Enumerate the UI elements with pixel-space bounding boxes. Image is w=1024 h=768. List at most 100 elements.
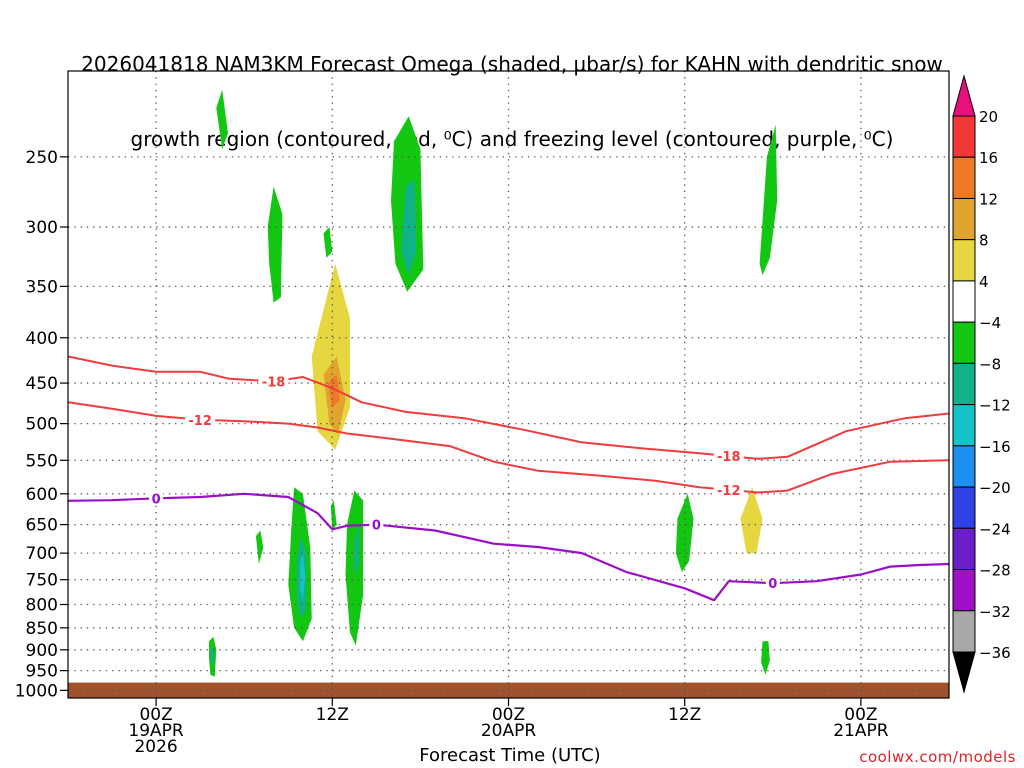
colorbar-label-11: −28 bbox=[979, 562, 1011, 580]
x-tick-label-6-1: 00Z bbox=[139, 705, 172, 725]
colorbar-label-10: −24 bbox=[979, 520, 1011, 538]
contour-label-bg-dgz_minus18-0 bbox=[258, 374, 289, 389]
contour-label-dgz_minus12-0: -12 bbox=[188, 414, 212, 429]
y-tick-label-750: 750 bbox=[26, 571, 58, 591]
site-credit[interactable]: coolwx.com/models bbox=[859, 748, 1016, 766]
contour-label-dgz_minus18-0: -18 bbox=[262, 375, 286, 390]
y-tick-label-400: 400 bbox=[26, 329, 58, 349]
colorbar-band-7 bbox=[952, 404, 976, 447]
omega-region-10 bbox=[833, 214, 910, 475]
chart-title: 2026041818 NAM3KM Forecast Omega (shaded… bbox=[0, 2, 1024, 177]
contour-label-bg-dgz_minus12-0 bbox=[185, 412, 216, 427]
omega-region-17 bbox=[640, 641, 662, 677]
colorbar-label-6: −8 bbox=[979, 355, 1001, 373]
omega-region-3 bbox=[327, 374, 340, 408]
omega-region-24 bbox=[323, 227, 333, 258]
omega-region-34 bbox=[675, 493, 694, 572]
colorbar-band-9 bbox=[952, 486, 976, 529]
y-tick-label-700: 700 bbox=[26, 544, 58, 564]
colorbar-label-5: −4 bbox=[979, 314, 1001, 332]
surface-ground bbox=[68, 682, 949, 698]
y-tick-label-850: 850 bbox=[26, 619, 58, 639]
colorbar-label-9: −20 bbox=[979, 479, 1011, 497]
omega-region-5 bbox=[432, 378, 532, 559]
colorbar-band-6 bbox=[952, 362, 976, 406]
omega-region-16 bbox=[276, 569, 293, 605]
x-tick-label-30-2: 20APR bbox=[481, 721, 537, 741]
y-tick-label-500: 500 bbox=[26, 415, 58, 435]
y-tick-label-250: 250 bbox=[26, 148, 58, 168]
x-tick-label-42-1: 12Z bbox=[668, 705, 701, 725]
omega-region-11 bbox=[191, 574, 212, 655]
y-tick-label-300: 300 bbox=[26, 218, 58, 238]
omega-region-23 bbox=[216, 89, 228, 150]
colorbar-label-12: −32 bbox=[979, 603, 1011, 621]
y-tick-label-1000: 1000 bbox=[15, 681, 58, 701]
x-tick-label-6-2: 19APR bbox=[128, 721, 184, 741]
omega-region-7 bbox=[743, 245, 778, 513]
contour-label-bg-freezing_level_0C-2 bbox=[765, 576, 780, 591]
contour-dgz_minus18 bbox=[68, 355, 949, 460]
omega-region-14 bbox=[351, 631, 367, 661]
colorbar-label-1: 16 bbox=[979, 149, 998, 167]
omega-region-12 bbox=[223, 632, 234, 657]
colorbar-label-4: 4 bbox=[979, 273, 989, 291]
colorbar-label-0: 20 bbox=[979, 108, 998, 126]
colorbar-label-3: 8 bbox=[979, 232, 989, 250]
colorbar-label-7: −12 bbox=[979, 397, 1011, 415]
title-line-2: growth region (contoured, red, ⁰C) and f… bbox=[130, 127, 894, 151]
y-tick-label-950: 950 bbox=[26, 662, 58, 682]
contour-label-freezing_level_0C-1: 0 bbox=[372, 519, 381, 534]
y-axis-ticks: 2503003504004505005506006507007508008509… bbox=[15, 148, 68, 701]
omega-region-22 bbox=[267, 186, 283, 303]
y-tick-label-450: 450 bbox=[26, 374, 58, 394]
y-tick-label-900: 900 bbox=[26, 641, 58, 661]
contour-label-bg-dgz_minus18-1 bbox=[713, 449, 744, 464]
colorbar: 20 16 12 8 4 −4 −8 −12 −16 −20 −24 −28 −32 −36 bbox=[952, 74, 1011, 694]
colorbar-band-10 bbox=[952, 527, 976, 571]
contour-label-freezing_level_0C-2: 0 bbox=[768, 577, 777, 592]
x-tick-label-54-1: 00Z bbox=[844, 705, 877, 725]
omega-region-9 bbox=[740, 487, 763, 554]
omega-region-36 bbox=[761, 641, 770, 675]
y-tick-label-650: 650 bbox=[26, 516, 58, 536]
colorbar-label-8: −16 bbox=[979, 438, 1011, 456]
colorbar-band-11 bbox=[952, 569, 976, 612]
omega-region-15 bbox=[395, 553, 412, 600]
omega-region-4 bbox=[457, 137, 499, 270]
colorbar-band-0 bbox=[952, 115, 976, 158]
colorbar-band-5 bbox=[952, 321, 976, 364]
omega-region-8 bbox=[711, 493, 770, 605]
omega-shading bbox=[191, 89, 910, 677]
contour-label-dgz_minus12-1: -12 bbox=[717, 484, 741, 499]
contour-freezing_level_0C bbox=[68, 492, 949, 602]
omega-region-29 bbox=[354, 524, 359, 575]
contour-label-bg-freezing_level_0C-0 bbox=[149, 491, 164, 506]
x-tick-label-6-3: 2026 bbox=[134, 737, 177, 757]
y-tick-label-800: 800 bbox=[26, 596, 58, 616]
contour-label-bg-freezing_level_0C-1 bbox=[369, 517, 384, 532]
omega-region-19 bbox=[893, 630, 907, 667]
x-axis-label: Forecast Time (UTC) bbox=[419, 745, 601, 766]
colorbar-top-arrow bbox=[952, 74, 976, 117]
colorbar-bottom-arrow bbox=[952, 651, 976, 694]
contour-label-freezing_level_0C-0: 0 bbox=[152, 492, 161, 507]
colorbar-band-1 bbox=[952, 156, 976, 199]
title-line-1: 2026041818 NAM3KM Forecast Omega (shaded… bbox=[81, 52, 943, 76]
contour-label-bg-dgz_minus12-1 bbox=[713, 482, 744, 497]
x-tick-label-30-1: 00Z bbox=[492, 705, 525, 725]
y-tick-label-600: 600 bbox=[26, 485, 58, 505]
y-tick-label-550: 550 bbox=[26, 451, 58, 471]
omega-region-33 bbox=[330, 500, 337, 531]
omega-region-35 bbox=[759, 124, 778, 276]
y-tick-label-350: 350 bbox=[26, 277, 58, 297]
colorbar-band-8 bbox=[952, 445, 976, 488]
colorbar-band-4 bbox=[952, 280, 976, 323]
colorbar-label-13: −36 bbox=[979, 644, 1011, 662]
contour-labels: -18 -18 -12 -12 0 0 0 bbox=[149, 374, 780, 592]
contour-label-dgz_minus18-1: -18 bbox=[717, 450, 741, 465]
omega-region-27 bbox=[300, 553, 306, 600]
omega-region-6 bbox=[593, 196, 663, 494]
